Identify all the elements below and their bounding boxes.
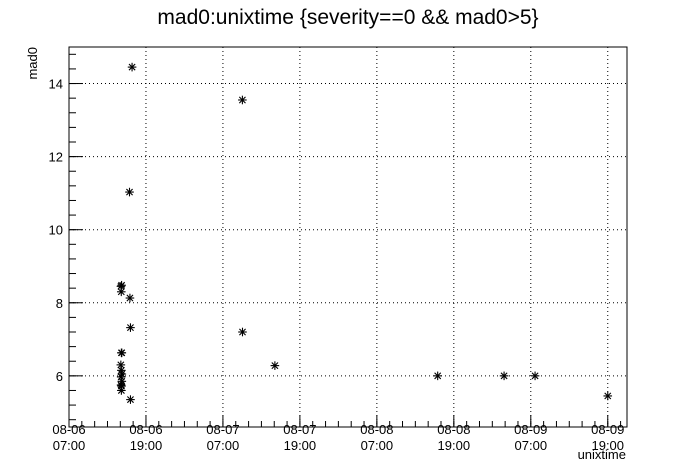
- y-tick-label: 6: [56, 369, 63, 384]
- y-axis-title: mad0: [25, 47, 40, 80]
- x-tick-time: 19:00: [284, 438, 317, 453]
- data-point: [126, 395, 135, 404]
- grid: [69, 47, 627, 427]
- x-tick-date: 08-06: [129, 422, 162, 437]
- y-tick-label: 14: [49, 77, 63, 92]
- plot-frame: [68, 46, 628, 428]
- data-point: [433, 371, 442, 381]
- chart-title: mad0:unixtime {severity==0 && mad0>5}: [157, 6, 538, 29]
- data-point: [117, 348, 127, 358]
- axis-ticks: [68, 53, 622, 427]
- y-tick-label: 12: [49, 150, 63, 165]
- x-tick-time: 19:00: [130, 438, 163, 453]
- x-tick-time: 07:00: [53, 438, 86, 453]
- data-point: [125, 293, 135, 303]
- data-point: [270, 361, 280, 370]
- data-point: [238, 327, 247, 337]
- data-point: [238, 95, 247, 105]
- data-point: [117, 280, 126, 290]
- x-tick-date: 08-07: [283, 422, 316, 437]
- x-tick-time: 19:00: [591, 438, 624, 453]
- x-tick-date: 08-09: [514, 422, 547, 437]
- x-tick-date: 08-08: [437, 422, 470, 437]
- data-point: [117, 386, 126, 395]
- y-tick-label: 8: [56, 296, 63, 311]
- x-tick-date: 08-07: [206, 422, 239, 437]
- y-tick-labels: 6 8 10 12 14: [49, 77, 63, 384]
- x-tick-time: 19:00: [438, 438, 471, 453]
- data-point: [125, 187, 134, 197]
- x-axis-title: unixtime: [578, 447, 626, 462]
- x-tick-date: 08-09: [591, 422, 624, 437]
- x-tick-date: 08-08: [360, 422, 393, 437]
- data-point: [126, 323, 135, 332]
- x-tick-date: 08-06: [52, 422, 85, 437]
- x-tick-labels: 08-0607:0008-0619:0008-0707:0008-0719:00…: [52, 422, 624, 453]
- data-point: [530, 371, 540, 381]
- data-point: [499, 371, 509, 381]
- y-tick-label: 10: [49, 223, 63, 238]
- data-point: [603, 391, 613, 401]
- data-points: [116, 62, 613, 404]
- x-tick-time: 07:00: [515, 438, 548, 453]
- x-tick-time: 07:00: [361, 438, 394, 453]
- x-tick-time: 07:00: [207, 438, 240, 453]
- data-point: [127, 62, 137, 72]
